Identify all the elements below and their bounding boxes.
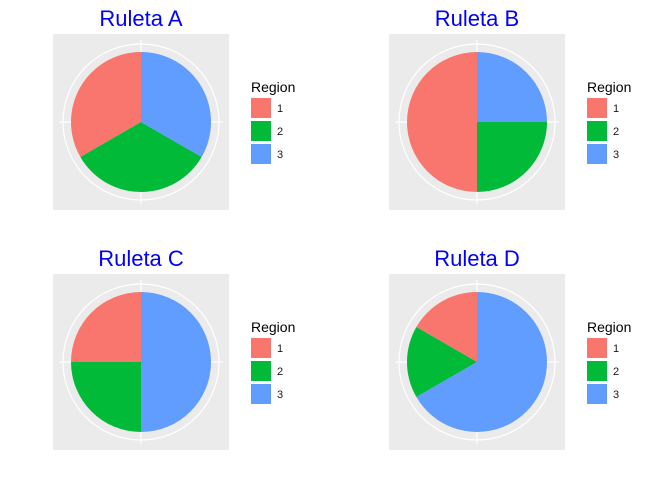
pie-chart-3: Ruleta C Region 1 2 3: [53, 246, 295, 450]
legend-label: 3: [277, 389, 283, 401]
legend-key-region-1: [251, 98, 271, 118]
pie-slice-region-2: [477, 122, 547, 192]
legend-label: 3: [613, 389, 619, 401]
pie-slice-region-1: [407, 52, 477, 192]
legend-label: 3: [277, 149, 283, 161]
pie-chart-2: Ruleta B Region 1 2 3: [389, 6, 631, 210]
legend-key-region-1: [587, 338, 607, 358]
pie-slice-region-3: [141, 52, 211, 157]
legend-key-region-3: [251, 384, 271, 404]
legend-title: Region: [587, 79, 631, 95]
legend-key-region-3: [587, 384, 607, 404]
legend-title: Region: [587, 319, 631, 335]
legend-title: Region: [251, 319, 295, 335]
pie-chart-1: Ruleta A Region 1 2 3: [53, 6, 295, 210]
legend-label: 1: [613, 343, 619, 355]
pie-slice-region-1: [71, 52, 141, 157]
legend-key-region-2: [587, 121, 607, 141]
legend-label: 2: [613, 366, 619, 378]
pie-slice-region-1: [416, 292, 477, 362]
legend: Region 1 2 3: [587, 319, 631, 404]
legend-key-region-1: [587, 98, 607, 118]
legend-label: 2: [277, 366, 283, 378]
pie-slice-region-2: [80, 122, 202, 193]
legend-label: 1: [613, 103, 619, 115]
legend-key-region-1: [251, 338, 271, 358]
chart-title: Ruleta B: [435, 6, 519, 31]
pie-slice-region-1: [71, 292, 141, 362]
legend-label: 3: [613, 149, 619, 161]
legend: Region 1 2 3: [251, 319, 295, 404]
pie-slice-region-3: [477, 52, 547, 122]
chart-title: Ruleta C: [98, 246, 184, 271]
legend-title: Region: [251, 79, 295, 95]
pie-slice-region-3: [141, 292, 211, 432]
legend-label: 2: [613, 126, 619, 138]
legend-label: 1: [277, 343, 283, 355]
legend-key-region-3: [587, 144, 607, 164]
pie-slice-region-2: [407, 327, 477, 397]
chart-title: Ruleta D: [434, 246, 520, 271]
legend-label: 1: [277, 103, 283, 115]
pie-slice-region-2: [71, 362, 141, 432]
legend-key-region-3: [251, 144, 271, 164]
pie-slice-region-3: [416, 292, 548, 432]
chart-title: Ruleta A: [99, 6, 182, 31]
pie-chart-4: Ruleta D Region 1 2 3: [389, 246, 631, 450]
legend: Region 1 2 3: [251, 79, 295, 164]
legend-label: 2: [277, 126, 283, 138]
legend-key-region-2: [251, 121, 271, 141]
legend: Region 1 2 3: [587, 79, 631, 164]
legend-key-region-2: [587, 361, 607, 381]
legend-key-region-2: [251, 361, 271, 381]
